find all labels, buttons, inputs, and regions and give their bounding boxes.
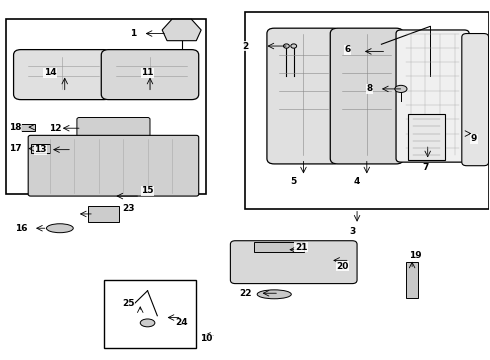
FancyBboxPatch shape <box>408 114 445 160</box>
FancyBboxPatch shape <box>28 135 199 196</box>
Text: 16: 16 <box>15 224 27 233</box>
Text: 2: 2 <box>242 41 248 50</box>
Ellipse shape <box>257 290 291 299</box>
FancyBboxPatch shape <box>230 241 357 284</box>
Ellipse shape <box>395 85 407 93</box>
Text: 23: 23 <box>122 204 134 213</box>
FancyBboxPatch shape <box>396 30 469 162</box>
Text: 6: 6 <box>344 45 350 54</box>
Text: 22: 22 <box>239 289 251 298</box>
Text: 8: 8 <box>366 84 372 93</box>
FancyBboxPatch shape <box>267 28 340 164</box>
Text: 4: 4 <box>354 177 360 186</box>
Text: 7: 7 <box>422 163 428 172</box>
Text: 5: 5 <box>291 177 297 186</box>
Ellipse shape <box>140 319 155 327</box>
Ellipse shape <box>291 44 296 48</box>
Polygon shape <box>21 123 35 131</box>
Text: 9: 9 <box>471 134 477 143</box>
Text: 17: 17 <box>9 144 22 153</box>
Text: 14: 14 <box>44 68 56 77</box>
Text: 15: 15 <box>141 186 154 195</box>
FancyBboxPatch shape <box>462 33 489 166</box>
FancyBboxPatch shape <box>88 206 119 222</box>
Ellipse shape <box>47 224 73 233</box>
Text: 24: 24 <box>175 318 188 327</box>
FancyBboxPatch shape <box>68 141 149 158</box>
Text: 21: 21 <box>295 243 307 252</box>
Text: 10: 10 <box>200 334 212 343</box>
Text: 25: 25 <box>122 299 134 308</box>
Ellipse shape <box>284 44 289 48</box>
Polygon shape <box>406 262 418 298</box>
FancyBboxPatch shape <box>101 50 199 100</box>
Text: 20: 20 <box>336 262 348 271</box>
Text: 13: 13 <box>34 145 47 154</box>
FancyBboxPatch shape <box>330 28 403 164</box>
Polygon shape <box>162 19 201 41</box>
FancyBboxPatch shape <box>14 50 111 100</box>
Polygon shape <box>30 144 50 153</box>
Text: 1: 1 <box>130 29 136 38</box>
FancyBboxPatch shape <box>77 117 150 137</box>
Text: 18: 18 <box>9 123 21 132</box>
Text: 11: 11 <box>141 68 154 77</box>
FancyBboxPatch shape <box>254 242 304 252</box>
Text: 19: 19 <box>409 251 422 260</box>
Text: 12: 12 <box>49 124 61 133</box>
Text: 3: 3 <box>349 227 355 236</box>
